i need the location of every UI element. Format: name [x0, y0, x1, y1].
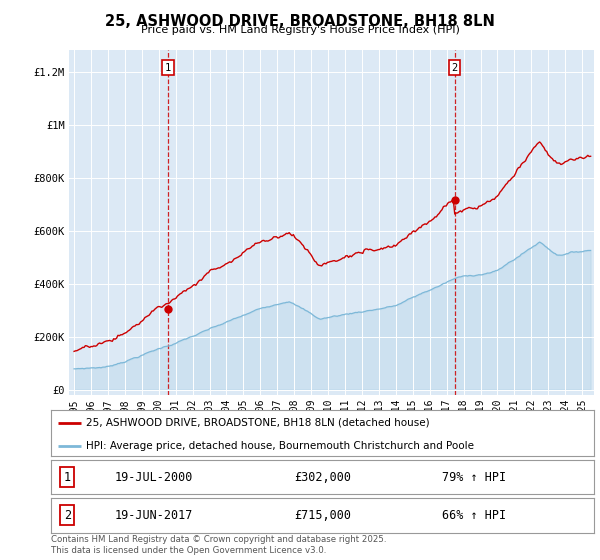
- Text: £715,000: £715,000: [294, 508, 351, 522]
- Text: 1: 1: [64, 470, 71, 484]
- Text: 2: 2: [64, 508, 71, 522]
- Text: 25, ASHWOOD DRIVE, BROADSTONE, BH18 8LN (detached house): 25, ASHWOOD DRIVE, BROADSTONE, BH18 8LN …: [86, 418, 430, 428]
- Text: 1: 1: [165, 63, 171, 73]
- Text: Contains HM Land Registry data © Crown copyright and database right 2025.
This d: Contains HM Land Registry data © Crown c…: [51, 535, 386, 555]
- Text: 19-JUN-2017: 19-JUN-2017: [115, 508, 193, 522]
- Text: 79% ↑ HPI: 79% ↑ HPI: [442, 470, 506, 484]
- Text: 66% ↑ HPI: 66% ↑ HPI: [442, 508, 506, 522]
- Text: Price paid vs. HM Land Registry's House Price Index (HPI): Price paid vs. HM Land Registry's House …: [140, 25, 460, 35]
- Text: HPI: Average price, detached house, Bournemouth Christchurch and Poole: HPI: Average price, detached house, Bour…: [86, 441, 474, 451]
- Text: 2: 2: [451, 63, 458, 73]
- Text: 19-JUL-2000: 19-JUL-2000: [115, 470, 193, 484]
- Text: 25, ASHWOOD DRIVE, BROADSTONE, BH18 8LN: 25, ASHWOOD DRIVE, BROADSTONE, BH18 8LN: [105, 14, 495, 29]
- Text: £302,000: £302,000: [294, 470, 351, 484]
